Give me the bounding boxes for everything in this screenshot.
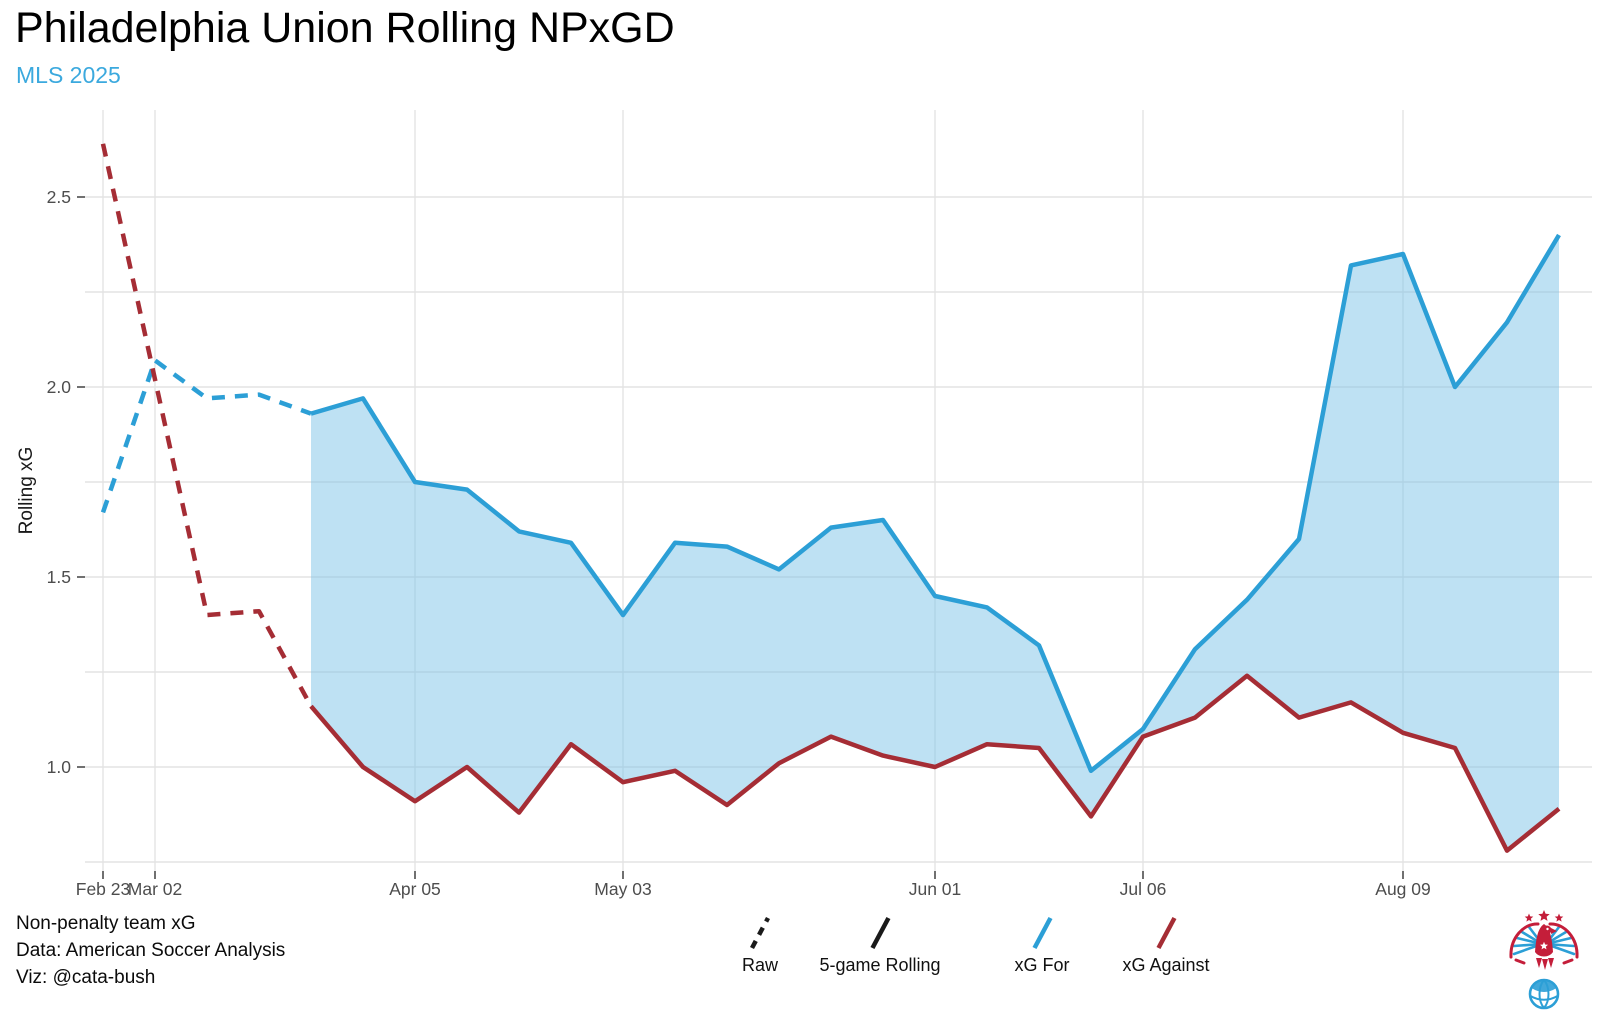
logo-star xyxy=(1554,913,1564,922)
legend-label-rolling: 5-game Rolling xyxy=(819,955,941,975)
x-tick-label: May 03 xyxy=(594,879,651,899)
legend-label-xg-for: xG For xyxy=(1014,955,1070,975)
viz-author-logo xyxy=(1509,910,1579,1010)
ball-icon xyxy=(1528,978,1560,1010)
x-tick-label: Jul 06 xyxy=(1120,879,1167,899)
y-tick-label: 1.0 xyxy=(47,757,72,777)
xg-for-line-key-icon xyxy=(1032,916,1052,950)
footer-note-metric: Non-penalty team xG xyxy=(16,913,196,934)
logo-star xyxy=(1538,910,1550,921)
logo-star xyxy=(1524,913,1534,922)
page-subtitle: MLS 2025 xyxy=(16,62,121,88)
legend-label-raw: Raw xyxy=(741,955,778,975)
legend-item-rolling: 5-game Rolling xyxy=(819,913,941,976)
logo-stars xyxy=(1524,910,1564,922)
rolling-line-key-icon xyxy=(870,916,890,950)
legend-item-raw: Raw xyxy=(740,913,780,976)
x-tick-label: Aug 09 xyxy=(1375,879,1430,899)
xg-for-game-rolling--line xyxy=(310,233,1561,774)
chest-star-shape xyxy=(1540,941,1548,950)
page-title: Philadelphia Union Rolling NPxGD xyxy=(15,4,675,52)
y-tick-label: 2.5 xyxy=(47,187,71,207)
y-tick-label: 2.0 xyxy=(47,377,72,397)
xg-against-line-key-icon xyxy=(1156,916,1176,950)
footer-note-source: Data: American Soccer Analysis xyxy=(16,940,286,961)
y-axis-title: Rolling xG xyxy=(16,447,37,535)
x-tick-label: Feb 23 xyxy=(76,879,130,899)
legend-item-xg-for: xG For xyxy=(1014,913,1070,976)
eagle-icon xyxy=(1509,922,1579,970)
x-tick-label: Mar 02 xyxy=(128,879,182,899)
y-tick-label: 1.5 xyxy=(47,567,71,587)
footer-note-viz: Viz: @cata-bush xyxy=(16,967,156,988)
xg-for-raw--line xyxy=(100,358,312,514)
x-tick-label: Jun 01 xyxy=(909,879,962,899)
xg-diff-fill xyxy=(311,235,1559,851)
xg-against-game-rolling--line xyxy=(309,673,1561,853)
x-tick-label: Apr 05 xyxy=(389,879,441,899)
raw-line-key-icon xyxy=(750,916,770,950)
legend-item-xg-against: xG Against xyxy=(1122,913,1210,976)
chest-star xyxy=(1540,941,1548,950)
legend-label-xg-against: xG Against xyxy=(1122,955,1210,975)
footer-notes: Non-penalty team xG Data: American Socce… xyxy=(16,910,285,991)
